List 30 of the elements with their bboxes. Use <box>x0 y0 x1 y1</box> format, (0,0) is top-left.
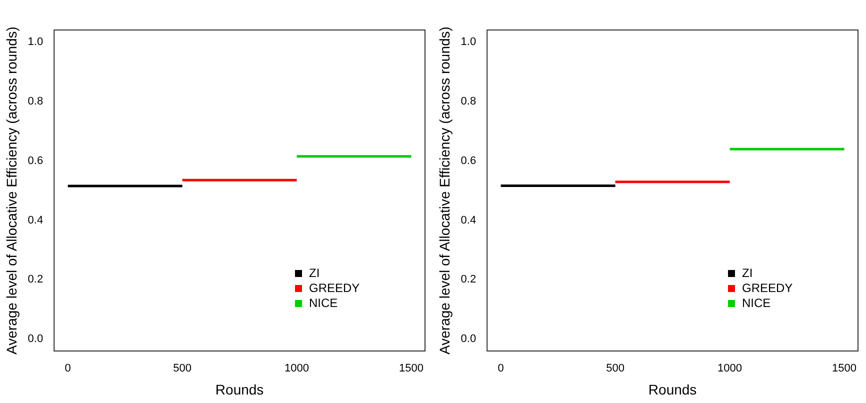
x-tick-label: 1500 <box>832 362 857 375</box>
x-tick-label: 0 <box>498 362 504 375</box>
y-tick-label: 1.0 <box>28 36 44 48</box>
x-tick-label: 500 <box>606 362 624 375</box>
y-tick-label: 0.6 <box>460 154 476 167</box>
x-tick-label: 500 <box>173 362 192 375</box>
x-axis-title: Rounds <box>648 381 697 398</box>
y-tick-label: 0.8 <box>28 95 44 108</box>
y-tick-label: 1.0 <box>460 36 476 48</box>
y-tick-label: 0.6 <box>28 154 44 167</box>
y-tick-label: 0.0 <box>28 333 44 346</box>
y-tick-label: 0.0 <box>460 333 476 346</box>
legend-label: GREEDY <box>742 280 793 295</box>
x-tick-label: 1000 <box>718 362 742 375</box>
y-axis-title: Average level of Allocative Efficiency (across rounds) <box>436 26 452 354</box>
y-tick-label: 0.8 <box>460 95 476 108</box>
legend-label: GREEDY <box>309 280 360 295</box>
y-tick-label: 0.2 <box>460 274 476 286</box>
legend-label: NICE <box>309 296 338 310</box>
legend-label: ZI <box>742 266 753 280</box>
legend-label: NICE <box>742 296 771 310</box>
y-tick-label: 0.4 <box>460 214 476 226</box>
x-tick-label: 0 <box>64 362 71 375</box>
x-axis-title: Rounds <box>215 381 264 398</box>
y-tick-label: 0.4 <box>28 214 44 226</box>
legend-label: ZI <box>309 266 320 280</box>
y-tick-label: 0.2 <box>28 274 44 286</box>
y-axis-title: Average level of Allocative Efficiency (across rounds) <box>3 26 20 354</box>
x-tick-label: 1000 <box>284 362 310 375</box>
x-tick-label: 1500 <box>399 362 424 375</box>
